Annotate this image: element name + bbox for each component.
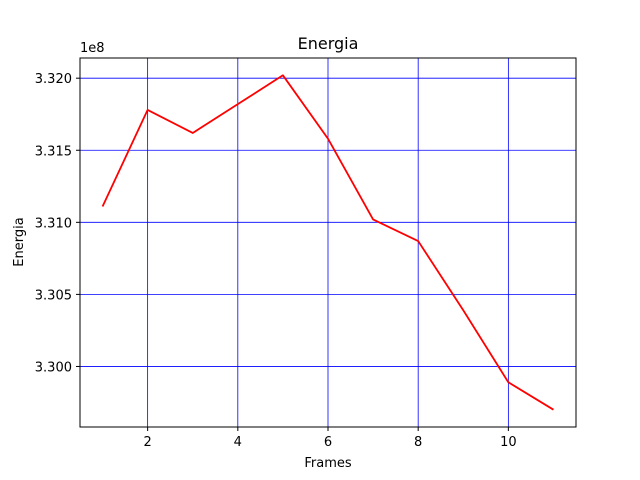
x-tick-label: 4 (234, 435, 242, 450)
x-tick-label: 10 (500, 435, 517, 450)
y-tick-label: 3.315 (35, 144, 72, 159)
y-tick-label: 3.300 (35, 360, 72, 375)
chart-title: Energia (298, 34, 359, 53)
y-tick-label: 3.310 (35, 216, 72, 231)
y-tick-label: 3.320 (35, 72, 72, 87)
x-axis-title: Frames (304, 456, 352, 471)
y-offset-text: 1e8 (80, 41, 105, 56)
x-tick-label: 8 (414, 435, 422, 450)
series-layer (101, 74, 554, 411)
grid (80, 58, 576, 427)
y-tick-label: 3.305 (35, 288, 72, 303)
x-tick-label: 6 (324, 435, 332, 450)
ticks: 2 4 6 8 10 3.300 3.305 3.310 3.315 3.320 (35, 72, 517, 450)
y-axis-title: Energia (12, 217, 27, 266)
x-tick-label: 2 (143, 435, 151, 450)
